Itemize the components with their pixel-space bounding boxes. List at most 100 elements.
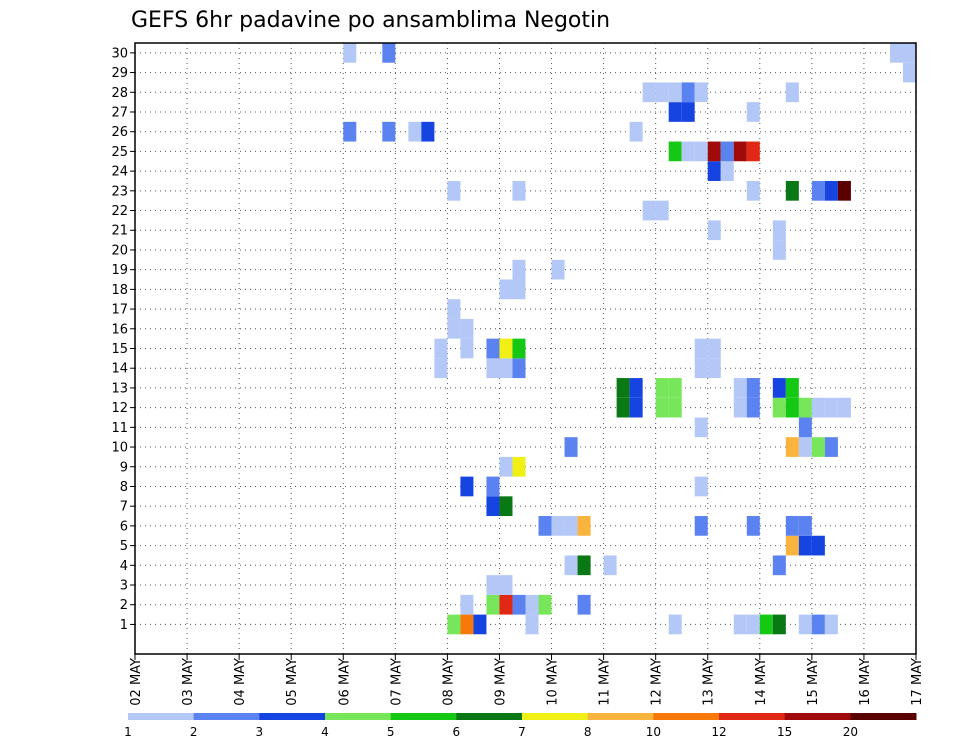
heatmap-cell: [616, 397, 630, 418]
colorbar: 1 2 3 4 5 6 7 8 10 12 15 20: [124, 713, 917, 739]
y-tick-label: 24: [111, 165, 128, 180]
heatmap-cell: [746, 378, 760, 398]
heatmap-cell: [824, 614, 838, 635]
heatmap-cell: [772, 378, 786, 398]
heatmap-cell: [837, 180, 851, 201]
heatmap-cell: [629, 121, 643, 142]
x-tick-label: 12 MAY: [650, 658, 665, 706]
heatmap-cell: [837, 397, 851, 418]
heatmap-cell: [551, 259, 565, 280]
heatmap-cell: [746, 397, 760, 418]
x-tick-label: 09 MAY: [493, 658, 508, 706]
heatmap-cell: [382, 121, 396, 142]
colorbar-label: 6: [453, 725, 461, 739]
y-tick-label: 2: [120, 598, 128, 613]
heatmap-cell: [668, 614, 682, 635]
heatmap-cell: [655, 200, 669, 221]
heatmap-cell: [772, 397, 786, 418]
heatmap-cell: [889, 43, 903, 63]
y-tick-label: 6: [120, 519, 128, 534]
heatmap-cell: [499, 575, 513, 595]
colorbar-label: 1: [124, 725, 132, 739]
heatmap-cell: [785, 516, 799, 536]
heatmap-cell: [902, 43, 916, 63]
heatmap-cell: [499, 594, 513, 615]
heatmap-cell: [616, 378, 630, 398]
heatmap-cell: [499, 496, 513, 517]
heatmap-cell: [733, 614, 747, 635]
y-tick-label: 21: [111, 224, 128, 239]
y-tick-label: 12: [111, 401, 128, 416]
x-tick-label: 07 MAY: [389, 658, 404, 706]
heatmap-cell: [538, 594, 552, 615]
heatmap-cell: [655, 82, 669, 103]
heatmap-cell: [668, 82, 682, 103]
heatmap-cell: [798, 417, 812, 438]
colorbar-swatch: [325, 713, 392, 720]
x-axis: 02 MAY 03 MAY 04 MAY 05 MAY 06 MAY 07 MAY 08 M…: [129, 654, 925, 706]
heatmap-cell: [785, 397, 799, 418]
y-tick-label: 10: [111, 441, 128, 456]
heatmap-cell: [668, 141, 682, 162]
heatmap-cell: [746, 180, 760, 201]
colorbar-label: 20: [843, 725, 858, 739]
heatmap-cell: [512, 279, 526, 300]
colorbar-label: 7: [518, 725, 526, 739]
heatmap-cell: [525, 594, 539, 615]
colorbar-label: 15: [777, 725, 792, 739]
y-tick-label: 4: [120, 559, 128, 574]
heatmap-cell: [564, 555, 578, 576]
y-tick-label: 27: [111, 105, 128, 120]
x-tick-label: 06 MAY: [337, 658, 352, 706]
x-tick-label: 15 MAY: [806, 658, 821, 706]
y-tick-label: 16: [111, 322, 128, 337]
heatmap-cell: [499, 358, 513, 379]
heatmap-cell: [824, 437, 838, 457]
heatmap-cell: [811, 614, 825, 635]
heatmap-cell: [824, 397, 838, 418]
heatmap-cell: [720, 161, 734, 181]
y-tick-label: 15: [111, 342, 128, 357]
colorbar-swatch: [390, 713, 457, 720]
heatmap-cell: [564, 437, 578, 457]
y-tick-label: 25: [111, 145, 128, 160]
heatmap-cell: [694, 82, 708, 103]
heatmap-cell: [746, 516, 760, 536]
heatmap-cell: [629, 397, 643, 418]
colorbar-swatch: [850, 713, 917, 720]
colorbar-swatch: [259, 713, 326, 720]
heatmap-cell: [434, 358, 448, 379]
heatmap-cell: [785, 82, 799, 103]
heatmap-cell: [460, 614, 474, 635]
x-tick-label: 11 MAY: [598, 658, 613, 706]
heatmap-cell: [772, 240, 786, 260]
heatmap-cell: [772, 555, 786, 576]
heatmap-cell: [512, 594, 526, 615]
heatmap-cell: [577, 594, 591, 615]
y-tick-label: 22: [111, 204, 128, 219]
heatmap-cell: [668, 397, 682, 418]
heatmap-cell: [460, 318, 474, 339]
heatmap-cell: [447, 299, 461, 319]
heatmap-cell: [447, 318, 461, 339]
heatmap-cell: [499, 338, 513, 359]
heatmap-cell: [460, 594, 474, 615]
x-tick-label: 08 MAY: [441, 658, 456, 706]
colorbar-swatch: [193, 713, 260, 720]
y-tick-label: 14: [111, 362, 128, 377]
heatmap-cell: [512, 338, 526, 359]
x-tick-label: 04 MAY: [233, 658, 248, 706]
heatmap-cell: [785, 180, 799, 201]
heatmap-cell: [811, 180, 825, 201]
heatmap-cell: [681, 141, 695, 162]
heatmap-cell: [798, 516, 812, 536]
colorbar-label: 12: [711, 725, 726, 739]
heatmap-cell: [434, 338, 448, 359]
heatmap-cell: [343, 43, 357, 63]
heatmap-cell: [486, 338, 500, 359]
y-tick-label: 30: [111, 46, 128, 61]
heatmap-cell: [486, 496, 500, 517]
heatmap-cell: [785, 437, 799, 457]
heatmap-cell: [681, 102, 695, 122]
heatmap-cell: [538, 516, 552, 536]
